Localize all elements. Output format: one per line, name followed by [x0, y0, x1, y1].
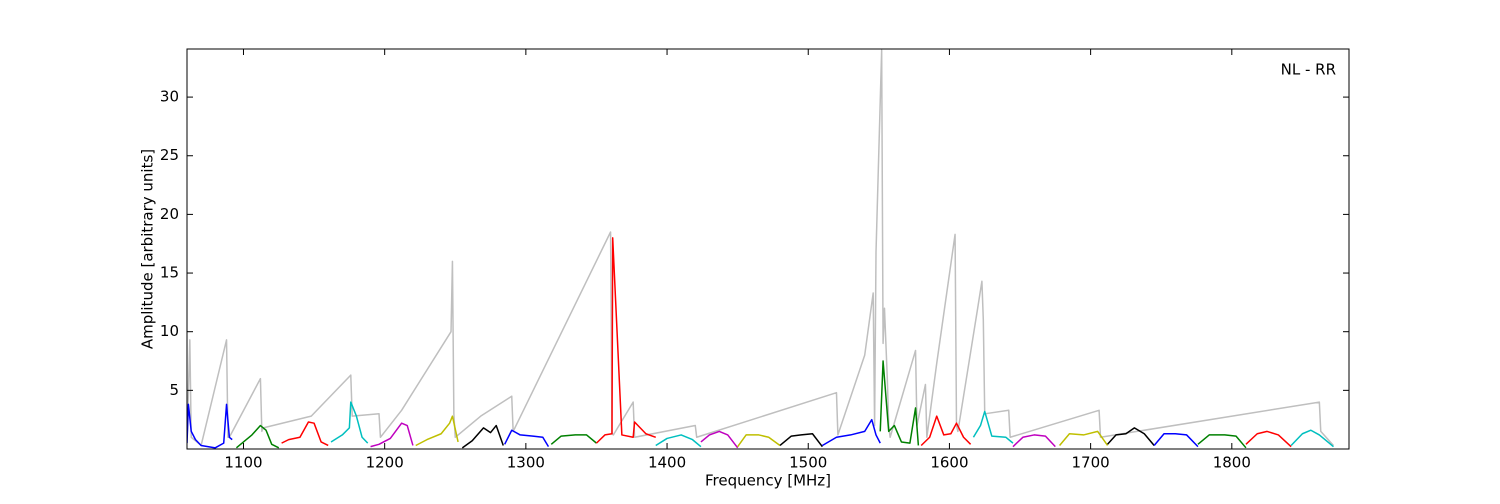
- y-tick-label: 5: [169, 381, 179, 399]
- x-tick-label: 1800: [1213, 454, 1251, 472]
- series-line: [370, 422, 414, 448]
- x-tick-label: 1400: [648, 454, 686, 472]
- x-tick-label: 1300: [507, 454, 545, 472]
- series-line: [550, 434, 597, 445]
- series-line: [235, 424, 280, 449]
- series-line: [504, 429, 550, 448]
- series-line: [1012, 434, 1056, 448]
- series-line: [737, 434, 781, 448]
- x-tick-label: 1500: [789, 454, 827, 472]
- series-line: [655, 434, 702, 448]
- series-line: [187, 403, 233, 449]
- series-line: [1107, 427, 1155, 446]
- series-line: [281, 421, 329, 447]
- y-tick-label: 30: [160, 88, 179, 106]
- axes-frame: [186, 48, 1350, 450]
- series-line: [779, 433, 823, 448]
- x-axis-label: Frequency [MHz]: [705, 472, 831, 490]
- y-tick-label: 20: [160, 205, 179, 223]
- series-line: [821, 418, 881, 447]
- series-line: [187, 49, 1335, 447]
- series-line: [1058, 430, 1109, 446]
- series-line: [972, 410, 1014, 444]
- y-axis-label: Amplitude [arbitrary units]: [139, 149, 157, 349]
- series-line: [595, 237, 657, 444]
- series-line: [330, 401, 369, 444]
- x-tick-label: 1700: [1072, 454, 1110, 472]
- annotation: NL - RR: [1281, 61, 1336, 79]
- series-line: [879, 360, 920, 446]
- series-line: [1197, 434, 1247, 449]
- series-line: [700, 430, 739, 449]
- series-line: [415, 415, 459, 447]
- plot-area: [187, 49, 1335, 449]
- series-line: [920, 415, 972, 447]
- series-line: [1245, 430, 1292, 448]
- y-tick-label: 15: [160, 264, 179, 282]
- y-tick-label: 25: [160, 146, 179, 164]
- x-tick-label: 1200: [366, 454, 404, 472]
- series-line: [1290, 429, 1334, 448]
- x-tick-label: 1100: [224, 454, 262, 472]
- x-tick-label: 1600: [930, 454, 968, 472]
- series-line: [1153, 433, 1199, 448]
- series-line: [461, 424, 504, 449]
- y-tick-label: 10: [160, 322, 179, 340]
